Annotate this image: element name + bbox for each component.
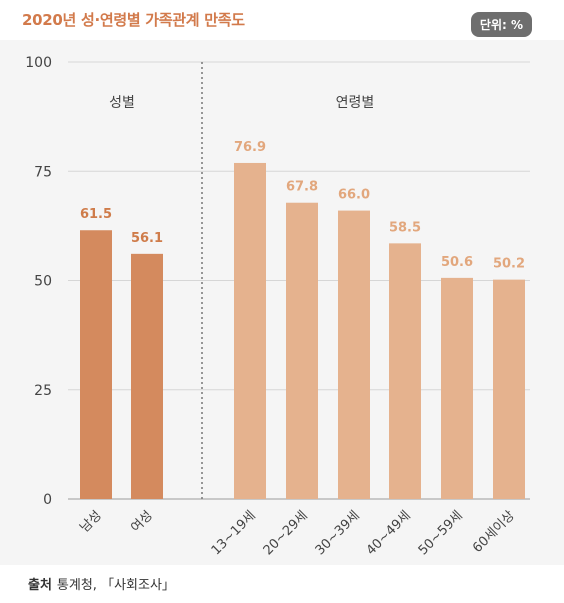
x-tick-label: 30~39세 xyxy=(313,508,363,558)
bar xyxy=(493,279,525,499)
bar-value-label: 67.8 xyxy=(286,180,318,195)
x-tick-label: 13~19세 xyxy=(209,508,259,558)
group-label: 연령별 xyxy=(336,95,375,111)
bar xyxy=(131,253,163,499)
chart-title: 2020년 성·연령별 가족관계 만족도 xyxy=(22,11,245,29)
y-tick-label: 0 xyxy=(43,492,52,508)
y-tick-label: 75 xyxy=(34,164,52,180)
bar-value-label: 58.5 xyxy=(389,220,421,235)
source-text: 통계청, 「사회조사」 xyxy=(56,578,175,593)
bar-chart: 0 25 50 75 100 성별 61.5 남성 56.1 여성 연령별 76.9 13~19세 67.… xyxy=(25,55,530,558)
chart-panel: 0 25 50 75 100 성별 61.5 남성 56.1 여성 연령별 76.9 13~19세 67.… xyxy=(0,40,564,565)
bar xyxy=(338,210,370,499)
y-tick-label: 50 xyxy=(34,274,52,290)
source-note: 출처 통계청, 「사회조사」 xyxy=(28,574,175,593)
bar-value-label: 76.9 xyxy=(234,140,266,155)
bar-value-label: 50.6 xyxy=(441,255,473,270)
x-tick-label: 40~49세 xyxy=(364,508,414,558)
x-tick-label: 50~59세 xyxy=(416,508,466,558)
source-label: 출처 xyxy=(28,578,52,593)
bar xyxy=(80,230,112,499)
bar xyxy=(441,277,473,499)
bar-value-label: 61.5 xyxy=(80,207,112,222)
bar-value-label: 56.1 xyxy=(131,231,163,246)
y-tick-label: 25 xyxy=(34,383,52,399)
x-tick-label: 60세이상 xyxy=(470,508,518,556)
x-tick-label: 남성 xyxy=(77,508,105,536)
y-tick-label: 100 xyxy=(25,55,52,71)
group-label: 성별 xyxy=(109,95,135,111)
bar-value-label: 50.2 xyxy=(493,257,525,272)
bar xyxy=(286,202,318,500)
x-tick-label: 20~29세 xyxy=(261,508,311,558)
bar xyxy=(389,243,421,499)
unit-badge: 단위: % xyxy=(470,12,532,37)
bar-value-label: 66.0 xyxy=(338,188,370,203)
bar xyxy=(234,162,266,499)
x-tick-label: 여성 xyxy=(128,508,156,536)
